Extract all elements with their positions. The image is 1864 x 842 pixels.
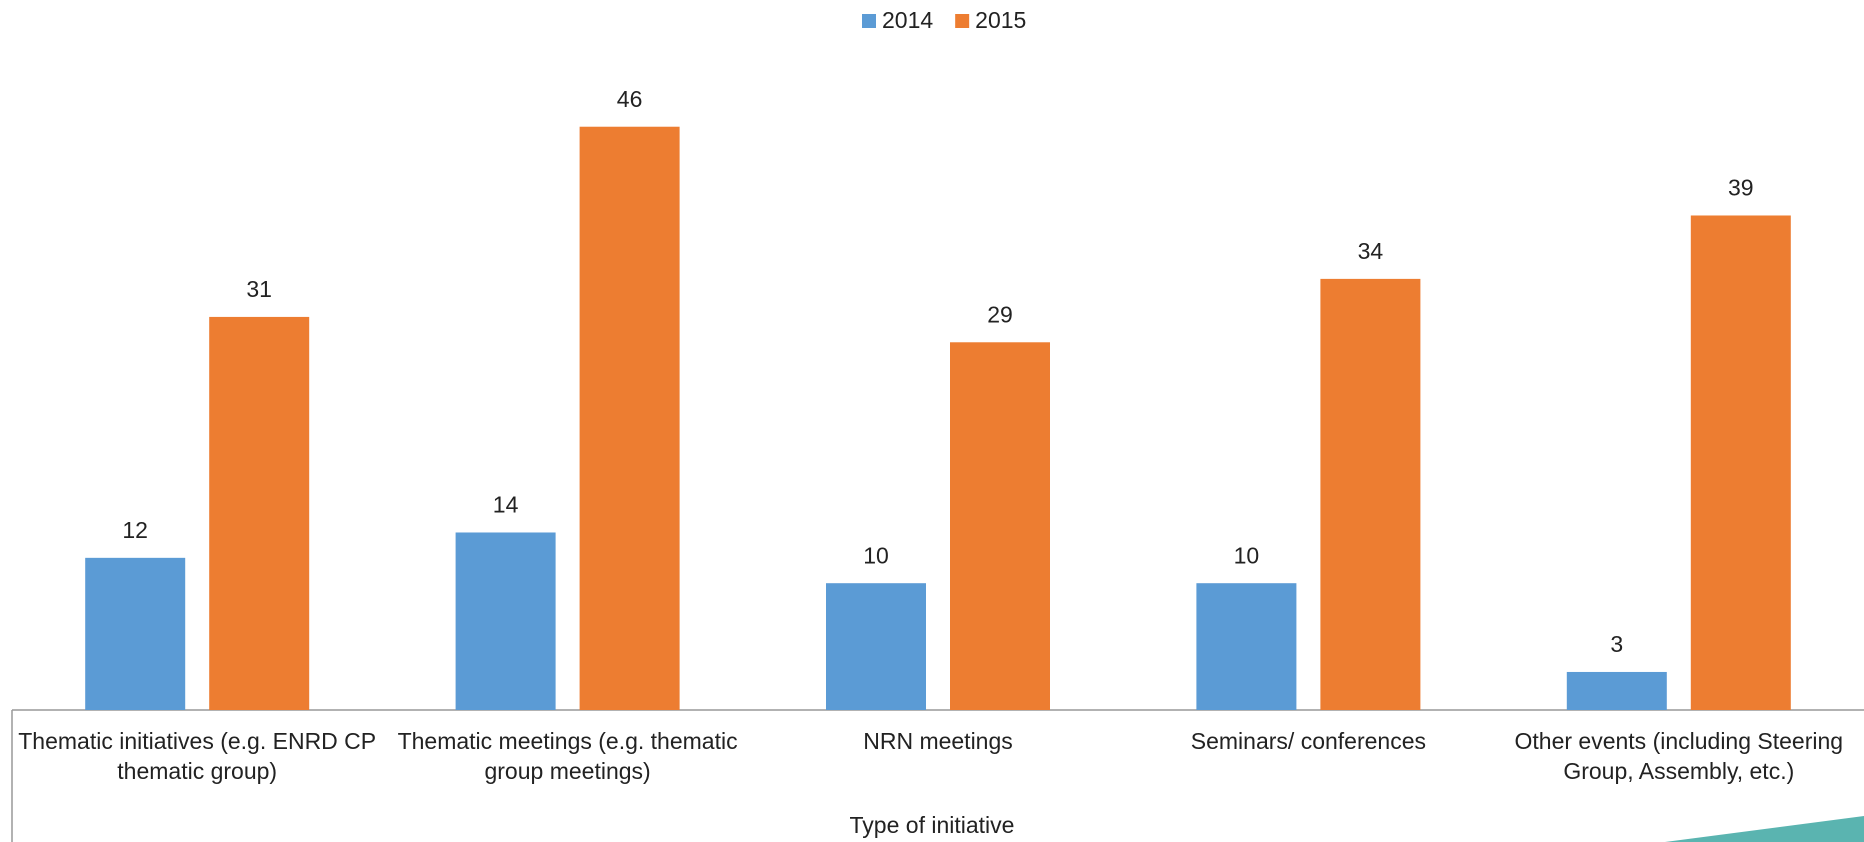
data-label: 39	[1728, 175, 1754, 201]
data-label: 34	[1358, 238, 1384, 264]
bar	[579, 126, 680, 711]
legend-label: 2015	[975, 7, 1026, 33]
data-label: 12	[122, 517, 148, 543]
data-label: 14	[493, 492, 519, 518]
bar	[1690, 215, 1791, 711]
bar	[1320, 278, 1421, 710]
data-label: 3	[1610, 631, 1623, 657]
x-tick-label: Seminars/ conferences	[1190, 728, 1426, 754]
legend-label: 2014	[882, 7, 933, 33]
bar	[1196, 583, 1297, 710]
data-label: 46	[617, 86, 643, 112]
legend-swatch	[955, 14, 970, 28]
bar	[85, 557, 186, 710]
x-tick-label: Thematic meetings (e.g. thematic group m…	[397, 728, 738, 784]
data-label: 10	[863, 542, 889, 568]
bar	[1566, 671, 1667, 710]
bar	[826, 583, 926, 710]
bar	[455, 532, 556, 710]
bar	[209, 316, 310, 710]
data-label: 10	[1234, 542, 1260, 568]
data-label: 29	[987, 301, 1013, 327]
decoration	[1665, 816, 1864, 842]
x-tick-label: Thematic initiatives (e.g. ENRD CP thema…	[18, 728, 377, 784]
bar	[950, 342, 1050, 710]
legend-swatch	[862, 14, 876, 28]
data-label: 31	[246, 276, 272, 302]
x-tick-label: Other events (including Steering Group, …	[1514, 728, 1844, 784]
x-axis-title: Type of initiative	[849, 812, 1015, 838]
x-tick-label: NRN meetings	[863, 728, 1013, 754]
